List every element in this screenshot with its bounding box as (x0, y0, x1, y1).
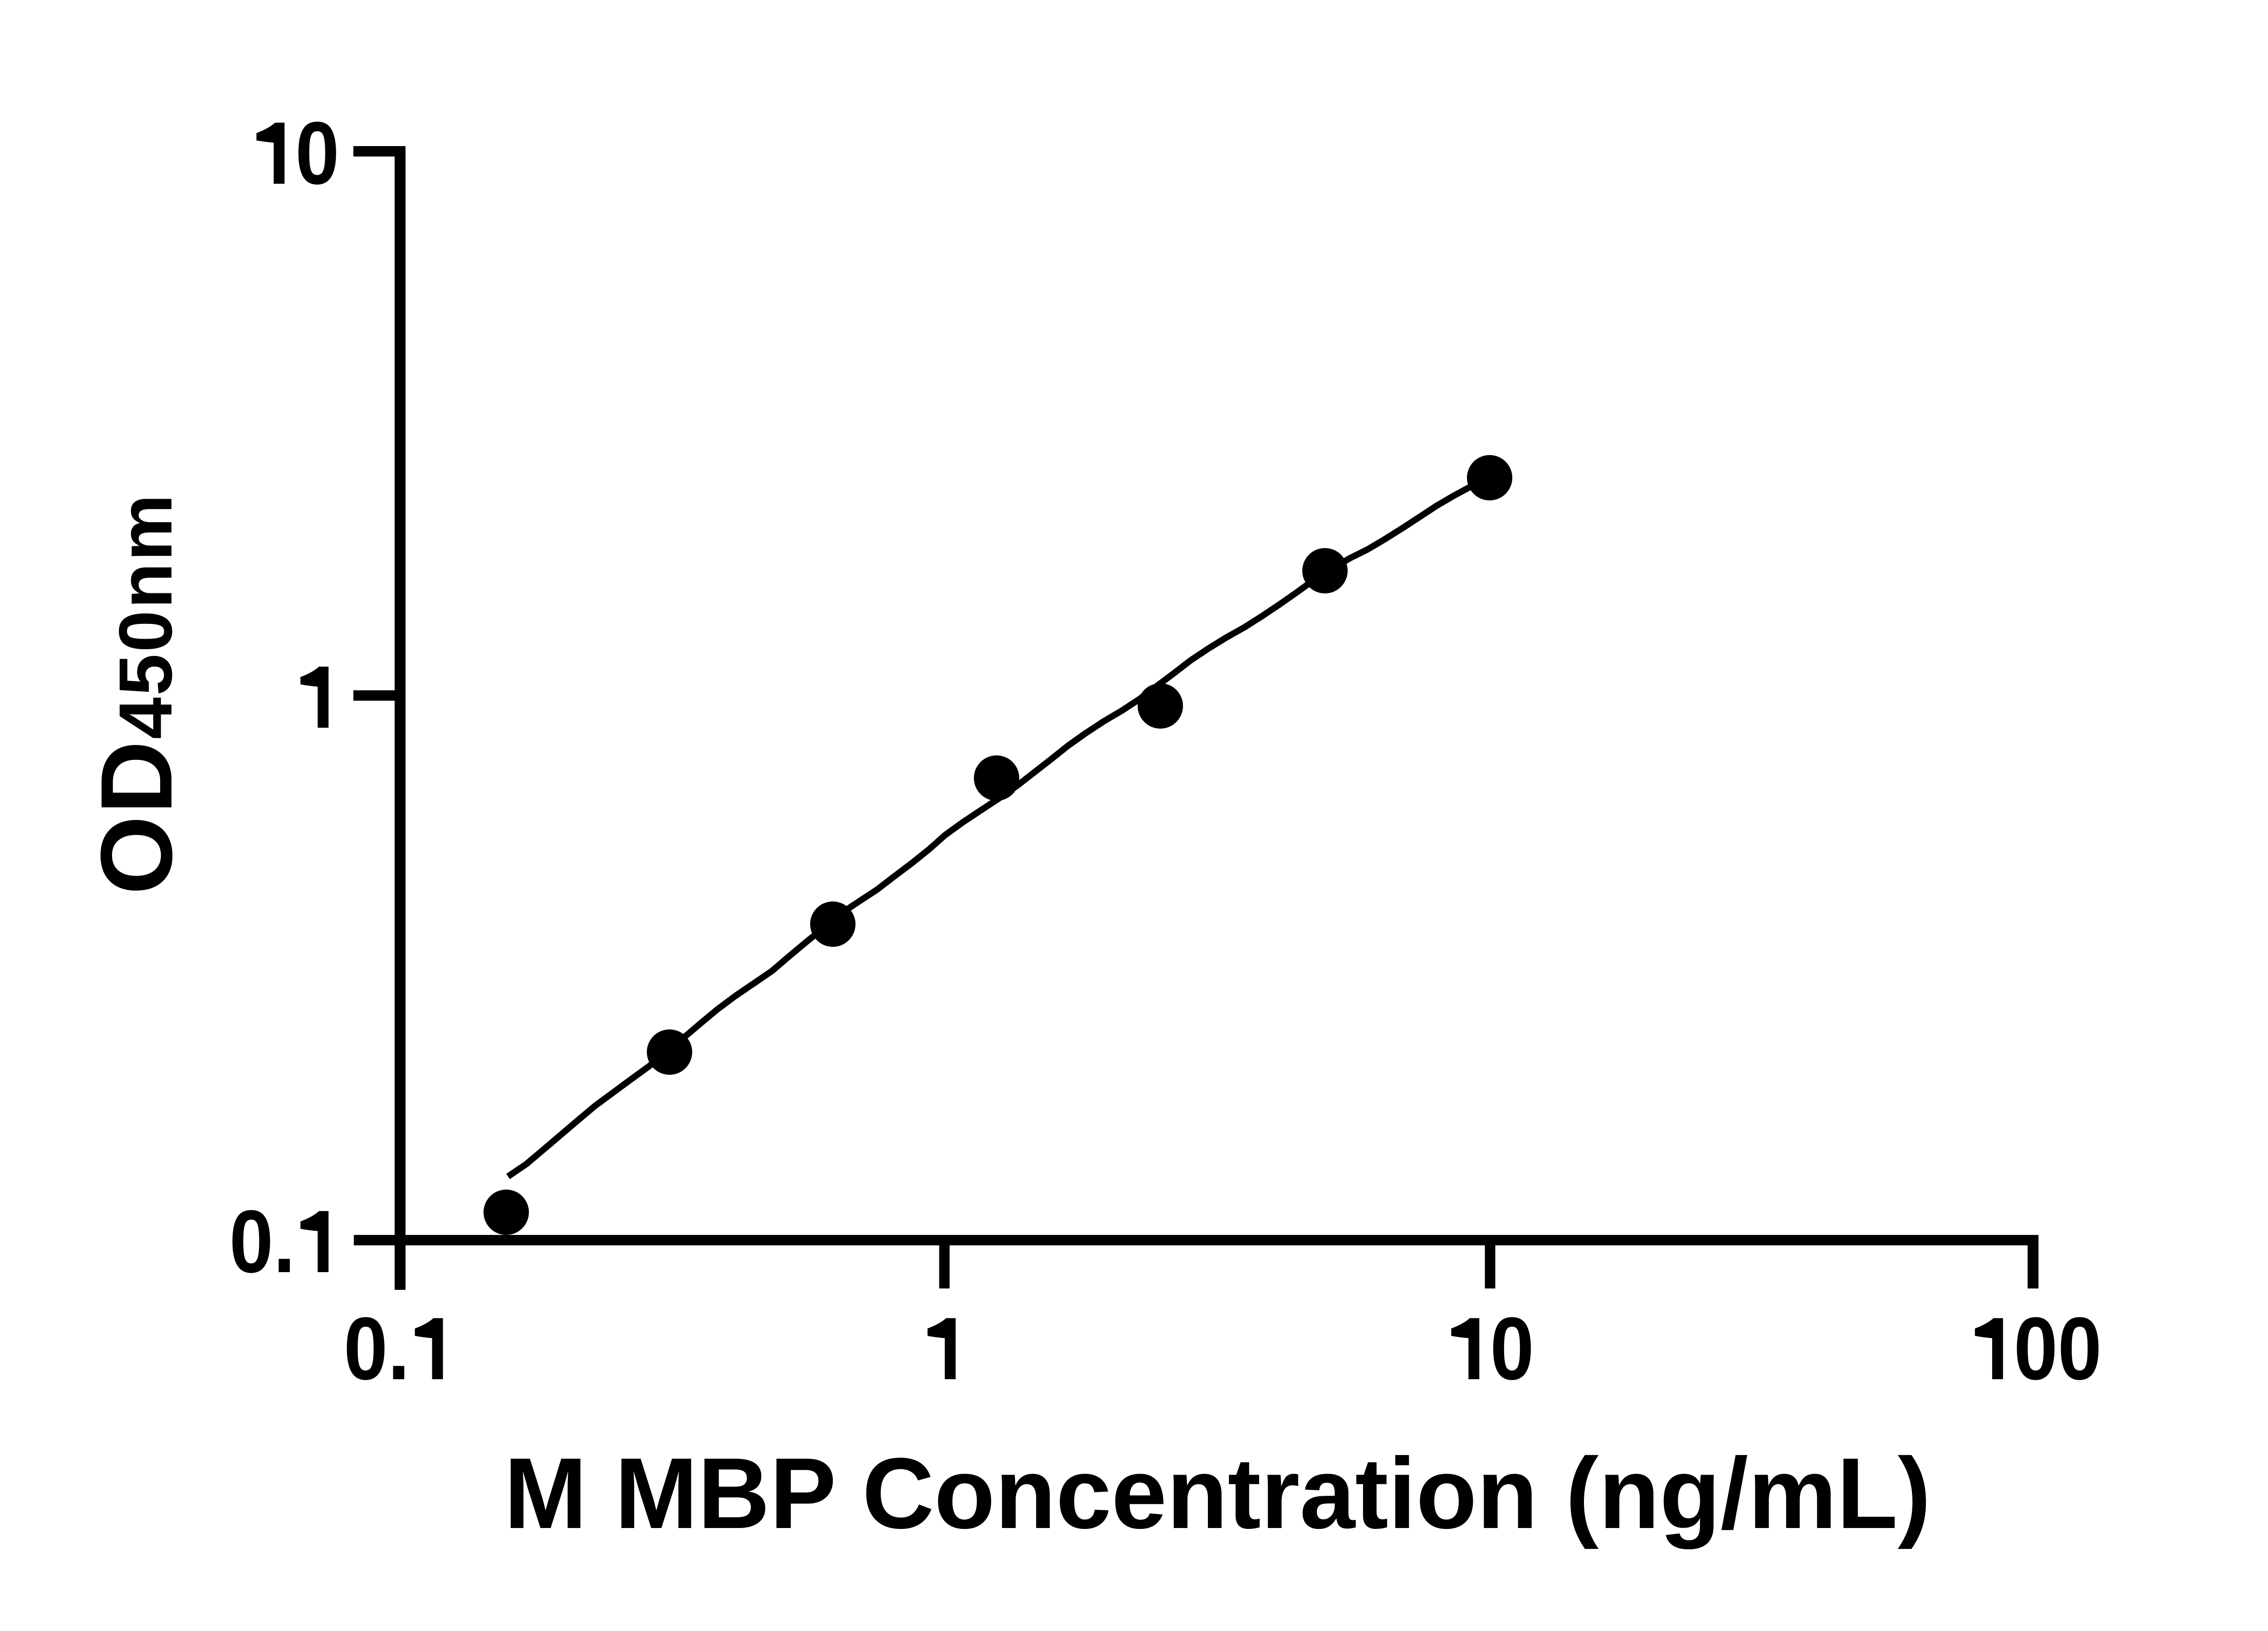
svg-text:0: 0 (2014, 1299, 2058, 1399)
svg-text:0: 0 (295, 104, 339, 203)
svg-text:0: 0 (2058, 1299, 2102, 1399)
svg-text:.: . (388, 1299, 410, 1399)
svg-text:OD450nm: OD450nm (80, 493, 193, 895)
svg-text:M MBP Concentration (ng/mL): M MBP Concentration (ng/mL) (504, 1437, 1931, 1549)
svg-text:0: 0 (1490, 1299, 1534, 1399)
svg-text:.: . (274, 1192, 295, 1292)
svg-text:0: 0 (344, 1299, 388, 1399)
svg-text:0: 0 (230, 1192, 274, 1292)
